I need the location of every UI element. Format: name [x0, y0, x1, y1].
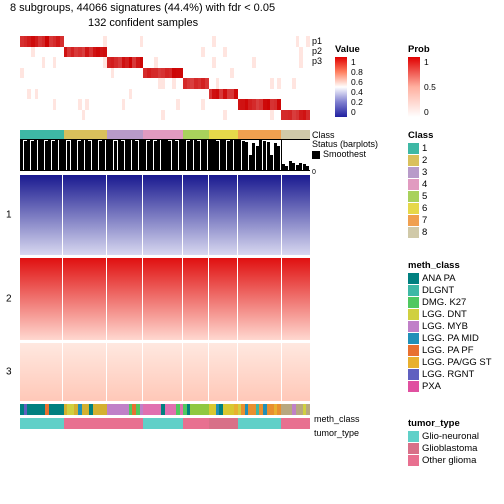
class-legend: Class 12345678	[408, 130, 433, 239]
bottom-strips	[20, 404, 310, 429]
p-label-2: p2	[312, 46, 322, 56]
probability-strips	[20, 36, 310, 120]
status-barplots	[20, 139, 310, 171]
prob-legend: Prob 10.50	[408, 44, 430, 117]
p-label-3: p3	[312, 56, 322, 66]
title-line-1: 8 subgroups, 44066 signatures (44.4%) wi…	[10, 2, 275, 14]
value-legend: Value 10.80.60.40.20	[335, 44, 360, 117]
class-strip	[20, 130, 310, 139]
heatmap: 123	[20, 175, 310, 401]
title-line-2: 132 confident samples	[88, 17, 198, 29]
status-label: Status (barplots) Smoothest	[312, 140, 378, 160]
p-label-1: p1	[312, 36, 322, 46]
meth-legend: meth_class ANA PADLGNTDMG. K27LGG. DNTLG…	[408, 260, 492, 393]
plot-area: 123	[20, 36, 310, 429]
tumor-legend: tumor_type Glio-neuronalGlioblastomaOthe…	[408, 418, 479, 467]
